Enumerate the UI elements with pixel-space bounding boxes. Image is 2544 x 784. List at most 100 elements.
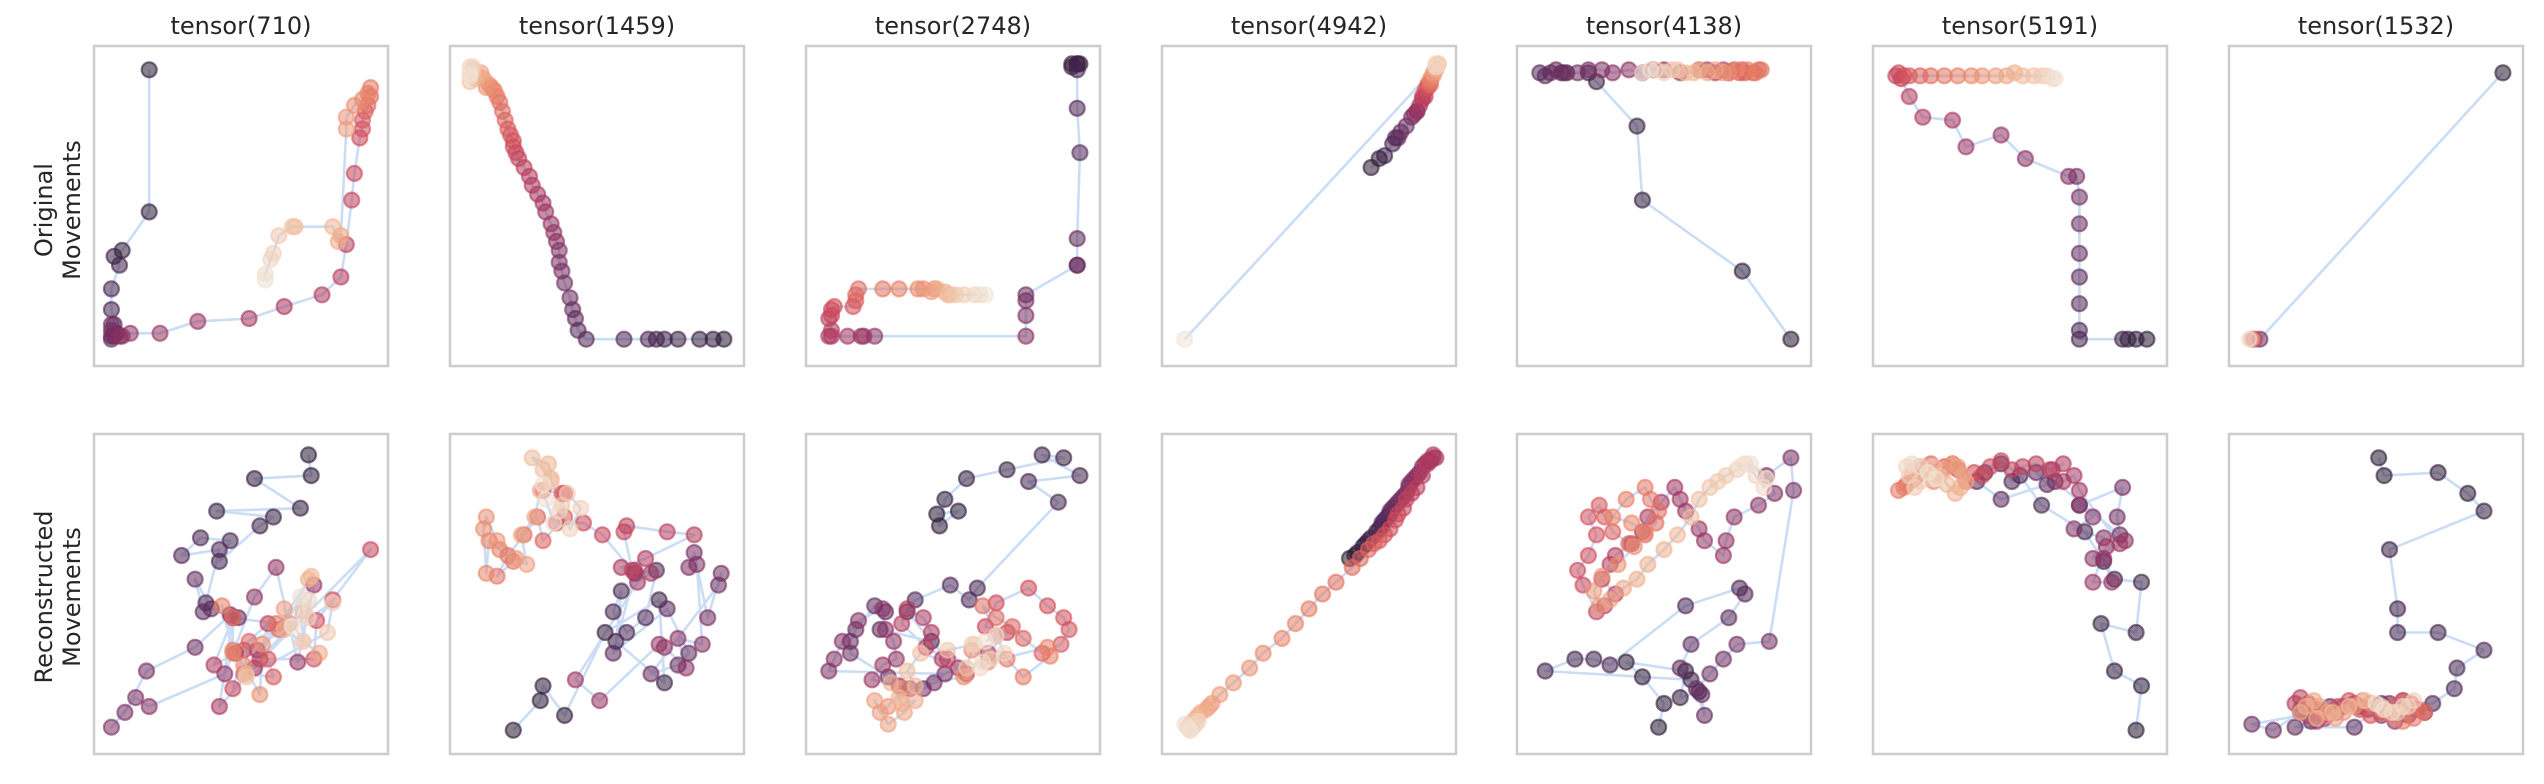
- data-point: [2132, 677, 2151, 695]
- data-point: [1714, 546, 1733, 565]
- data-point: [310, 644, 328, 662]
- data-point: [884, 632, 903, 651]
- data-point: [1636, 478, 1654, 496]
- axes-frame: [804, 44, 1102, 368]
- data-point: [270, 227, 288, 245]
- data-point: [1014, 629, 1032, 648]
- data-point: [2389, 623, 2407, 642]
- data-point: [882, 674, 900, 692]
- panel-grid: tensor(710) tensor(1459) tensor(2748) tenso…: [92, 12, 2525, 756]
- data-point: [526, 508, 544, 526]
- data-point: [1604, 523, 1622, 541]
- data-point: [1736, 585, 1754, 603]
- data-point: [1601, 591, 1619, 609]
- data-point: [561, 289, 579, 307]
- data-point: [2032, 496, 2051, 514]
- data-point: [849, 280, 868, 298]
- data-point: [283, 218, 301, 236]
- data-point: [343, 191, 361, 209]
- axes-frame: [92, 432, 390, 756]
- data-point: [1068, 99, 1086, 117]
- data-point: [2084, 573, 2102, 591]
- panel-original-6: tensor(5191): [1871, 12, 2169, 368]
- data-point: [2070, 481, 2088, 499]
- panel-original-7: tensor(1532): [2227, 12, 2525, 368]
- data-point: [140, 61, 158, 79]
- data-point: [2070, 244, 2088, 262]
- data-point: [2445, 680, 2463, 698]
- data-point: [669, 629, 687, 648]
- data-point: [1682, 635, 1700, 653]
- data-point: [2367, 694, 2385, 713]
- data-point: [2070, 215, 2088, 233]
- data-point: [1585, 650, 1603, 668]
- data-point: [2375, 467, 2393, 485]
- data-point: [936, 490, 954, 508]
- data-point: [1609, 555, 1627, 574]
- data-point: [2494, 64, 2512, 82]
- data-point: [825, 650, 843, 668]
- data-point: [1181, 721, 1199, 739]
- data-point: [1254, 644, 1272, 662]
- axes-frame: [1515, 44, 1813, 368]
- data-point: [2065, 520, 2083, 538]
- data-point: [925, 674, 943, 692]
- data-point: [1593, 567, 1611, 585]
- data-point: [1614, 579, 1633, 597]
- data-point: [1628, 117, 1646, 135]
- data-point: [210, 697, 228, 716]
- data-point: [1687, 680, 1706, 698]
- data-point: [1690, 490, 1708, 508]
- data-point: [302, 567, 320, 585]
- data-point: [291, 588, 309, 606]
- data-point: [1055, 449, 1073, 467]
- data-point: [1604, 508, 1622, 526]
- data-point: [2286, 718, 2304, 736]
- panel-original-1: tensor(710): [92, 12, 390, 368]
- data-point: [1014, 668, 1032, 686]
- data-point: [283, 617, 301, 636]
- data-point: [1690, 520, 1708, 538]
- data-point: [1071, 144, 1089, 162]
- data-point: [2092, 614, 2110, 633]
- data-point: [537, 490, 555, 508]
- data-point: [1749, 496, 1768, 514]
- data-point: [1224, 674, 1243, 692]
- data-point: [2046, 70, 2064, 88]
- data-point: [224, 644, 242, 662]
- data-point: [712, 564, 730, 582]
- data-point: [1714, 650, 1733, 668]
- data-point: [1927, 470, 1945, 488]
- data-point: [512, 526, 531, 544]
- data-point: [2340, 697, 2358, 716]
- data-point: [210, 540, 228, 559]
- data-point: [1568, 561, 1587, 579]
- data-point: [191, 529, 210, 547]
- data-point: [1676, 597, 1695, 615]
- data-point: [259, 650, 277, 668]
- panel-reconstructed-5: [1515, 432, 1813, 756]
- data-point: [1017, 292, 1035, 310]
- data-point: [893, 614, 911, 633]
- data-point: [1300, 600, 1318, 618]
- data-point: [2475, 502, 2493, 520]
- data-point: [2070, 268, 2088, 286]
- data-point: [572, 499, 590, 517]
- data-point: [324, 218, 342, 236]
- data-point: [2448, 659, 2466, 677]
- data-point: [1375, 147, 1394, 165]
- data-point: [1717, 532, 1735, 550]
- data-point: [1668, 526, 1687, 544]
- data-point: [2070, 321, 2088, 339]
- data-point: [2127, 623, 2145, 642]
- data-point: [593, 526, 612, 544]
- panel-reconstructed-6: [1871, 432, 2169, 756]
- data-point: [2389, 600, 2407, 618]
- data-point: [2054, 472, 2072, 491]
- data-point: [1730, 458, 1749, 476]
- data-point: [245, 588, 264, 606]
- data-point: [650, 635, 668, 653]
- data-point: [275, 298, 293, 316]
- data-point: [534, 475, 552, 494]
